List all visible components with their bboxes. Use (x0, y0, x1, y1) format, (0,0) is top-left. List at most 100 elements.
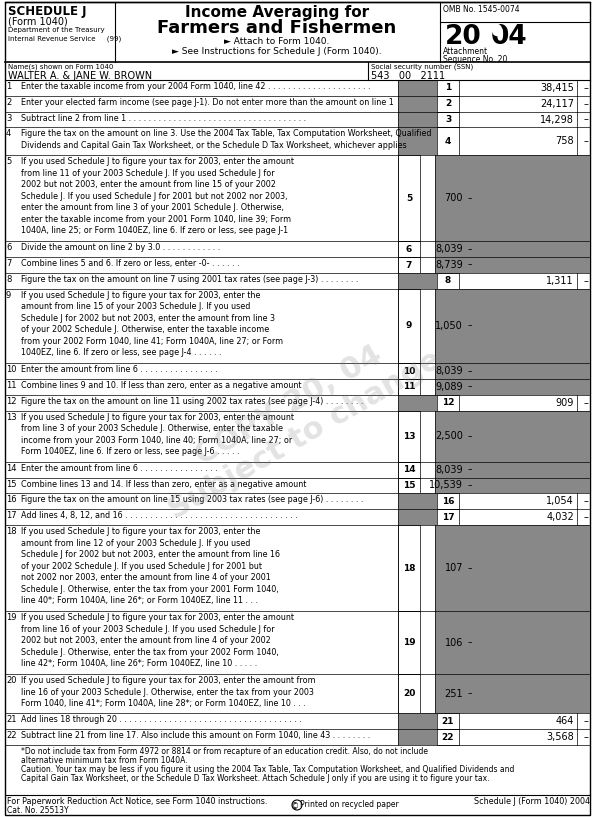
Text: Internal Revenue Service     (99): Internal Revenue Service (99) (8, 35, 121, 42)
Text: 1: 1 (445, 83, 451, 92)
Text: 17: 17 (441, 512, 455, 521)
Text: income from your 2003 Form 1040, line 40; Form 1040A, line 27; or: income from your 2003 Form 1040, line 40… (21, 435, 292, 444)
Text: 6: 6 (6, 243, 11, 252)
Text: from your 2002 Form 1040, line 41; Form 1040A, line 27; or Form: from your 2002 Form 1040, line 41; Form … (21, 337, 283, 346)
Bar (398, 478, 420, 493)
Text: 4: 4 (445, 136, 451, 145)
Text: from line 11 of your 2003 Schedule J. If you used Schedule J for: from line 11 of your 2003 Schedule J. If… (21, 168, 275, 177)
Bar (435, 411, 590, 462)
Text: 20: 20 (6, 676, 17, 685)
Text: 8: 8 (6, 275, 11, 284)
Text: –: – (583, 398, 588, 408)
Text: SCHEDULE J: SCHEDULE J (8, 5, 86, 18)
Bar (398, 395, 437, 411)
Bar (435, 155, 590, 241)
Text: 7: 7 (406, 261, 412, 270)
Text: 2: 2 (6, 98, 11, 107)
Text: 251: 251 (444, 689, 463, 699)
Text: –: – (468, 261, 472, 270)
Text: –: – (583, 99, 588, 109)
Text: 11: 11 (403, 382, 415, 391)
Text: Figure the tax on the amount on line 15 using 2003 tax rates (see page J-6) . . : Figure the tax on the amount on line 15 … (21, 495, 364, 504)
Text: 19: 19 (403, 638, 415, 647)
Bar (398, 273, 437, 288)
Text: 3: 3 (6, 114, 11, 123)
Text: 10,539: 10,539 (429, 480, 463, 490)
Bar (398, 112, 437, 127)
Text: Divide the amount on line 2 by 3.0 . . . . . . . . . . . .: Divide the amount on line 2 by 3.0 . . .… (21, 243, 220, 252)
Text: 1040A, line 25; or Form 1040EZ, line 6. If zero or less, see page J-1: 1040A, line 25; or Form 1040EZ, line 6. … (21, 226, 288, 235)
Text: *Do not include tax from Form 4972 or 8814 or from recapture of an education cre: *Do not include tax from Form 4972 or 88… (21, 747, 428, 756)
Bar (398, 155, 420, 241)
Bar (437, 273, 459, 288)
Bar (398, 674, 420, 713)
Text: 3: 3 (445, 115, 451, 124)
Bar (437, 80, 459, 96)
Text: 14: 14 (403, 465, 415, 474)
Text: 19: 19 (6, 614, 17, 623)
Text: Add lines 18 through 20 . . . . . . . . . . . . . . . . . . . . . . . . . . . . : Add lines 18 through 20 . . . . . . . . … (21, 716, 302, 725)
Text: 4,032: 4,032 (546, 512, 574, 522)
Bar (398, 713, 437, 730)
Text: 2: 2 (445, 99, 451, 108)
Bar (437, 112, 459, 127)
Text: 8,039: 8,039 (436, 244, 463, 254)
Text: amount from line 12 of your 2003 Schedule J. If you used: amount from line 12 of your 2003 Schedul… (21, 538, 250, 547)
Text: enter the amount from line 3 of your 2001 Schedule J. Otherwise,: enter the amount from line 3 of your 200… (21, 203, 284, 212)
Text: not 2002 nor 2003, enter the amount from line 4 of your 2001: not 2002 nor 2003, enter the amount from… (21, 573, 271, 582)
Text: Dividends and Capital Gain Tax Worksheet, or the Schedule D Tax Worksheet, which: Dividends and Capital Gain Tax Worksheet… (21, 141, 406, 150)
Text: Enter your elected farm income (see page J-1). Do not enter more than the amount: Enter your elected farm income (see page… (21, 98, 394, 107)
Text: Name(s) shown on Form 1040: Name(s) shown on Form 1040 (8, 63, 114, 69)
Text: Figure the tax on the amount on line 11 using 2002 tax rates (see page J-4) . . : Figure the tax on the amount on line 11 … (21, 397, 364, 406)
Text: –: – (583, 114, 588, 124)
Bar (398, 364, 420, 379)
Text: Schedule J (Form 1040) 2004: Schedule J (Form 1040) 2004 (474, 797, 590, 806)
Text: 10: 10 (403, 367, 415, 376)
Text: If you used Schedule J to figure your tax for 2003, enter the amount: If you used Schedule J to figure your ta… (21, 614, 294, 623)
Text: 7: 7 (6, 259, 11, 268)
Text: 2,500: 2,500 (435, 431, 463, 441)
Text: ► See Instructions for Schedule J (Form 1040).: ► See Instructions for Schedule J (Form … (172, 47, 382, 56)
Text: Form 1040, line 41*; Form 1040A, line 28*; or Form 1040EZ, line 10 . . .: Form 1040, line 41*; Form 1040A, line 28… (21, 699, 306, 708)
Text: 8: 8 (445, 276, 451, 285)
Text: –: – (468, 481, 472, 490)
Bar (398, 241, 420, 257)
Bar (398, 493, 437, 509)
Text: amount from line 15 of your 2003 Schedule J. If you used: amount from line 15 of your 2003 Schedul… (21, 302, 250, 311)
Text: 10: 10 (6, 365, 17, 374)
Text: 20: 20 (403, 690, 415, 699)
Text: Enter the amount from line 6 . . . . . . . . . . . . . . . .: Enter the amount from line 6 . . . . . .… (21, 365, 218, 374)
Bar (437, 509, 459, 525)
Text: of your 2002 Schedule J. If you used Schedule J for 2001 but: of your 2002 Schedule J. If you used Sch… (21, 561, 262, 570)
Text: 2002 but not 2003, enter the amount from line 15 of your 2002: 2002 but not 2003, enter the amount from… (21, 180, 276, 189)
Text: –: – (583, 717, 588, 726)
Bar (435, 257, 590, 273)
Text: Caution. Your tax may be less if you figure it using the 2004 Tax Table, Tax Com: Caution. Your tax may be less if you fig… (21, 765, 514, 774)
Text: 15: 15 (403, 481, 415, 490)
Text: Cat. No. 25513Y: Cat. No. 25513Y (7, 806, 68, 815)
Bar (435, 241, 590, 257)
Text: 20: 20 (445, 24, 482, 50)
Text: of your 2002 Schedule J. Otherwise, enter the taxable income: of your 2002 Schedule J. Otherwise, ente… (21, 325, 270, 334)
Text: If you used Schedule J to figure your tax for 2003, enter the: If you used Schedule J to figure your ta… (21, 527, 261, 536)
Text: If you used Schedule J to figure your tax for 2003, enter the amount: If you used Schedule J to figure your ta… (21, 157, 294, 166)
Bar (437, 96, 459, 112)
Text: 14: 14 (6, 464, 17, 473)
Text: 1,054: 1,054 (546, 496, 574, 507)
Text: 700: 700 (444, 193, 463, 203)
Text: 21: 21 (6, 716, 17, 725)
Text: 12: 12 (441, 399, 454, 408)
Text: 9: 9 (6, 291, 11, 300)
Text: 16: 16 (441, 497, 454, 506)
Bar (437, 713, 459, 730)
Bar (398, 127, 437, 155)
Text: –: – (468, 322, 472, 331)
Text: 21: 21 (441, 717, 454, 725)
Text: 14,298: 14,298 (540, 114, 574, 124)
Bar (437, 730, 459, 745)
Text: Sequence No. 20: Sequence No. 20 (443, 55, 508, 64)
Text: 15: 15 (6, 480, 17, 489)
Text: line 16 of your 2003 Schedule J. Otherwise, enter the tax from your 2003: line 16 of your 2003 Schedule J. Otherwi… (21, 688, 314, 697)
Text: 543   00   2111: 543 00 2111 (371, 71, 445, 81)
Bar (398, 730, 437, 745)
